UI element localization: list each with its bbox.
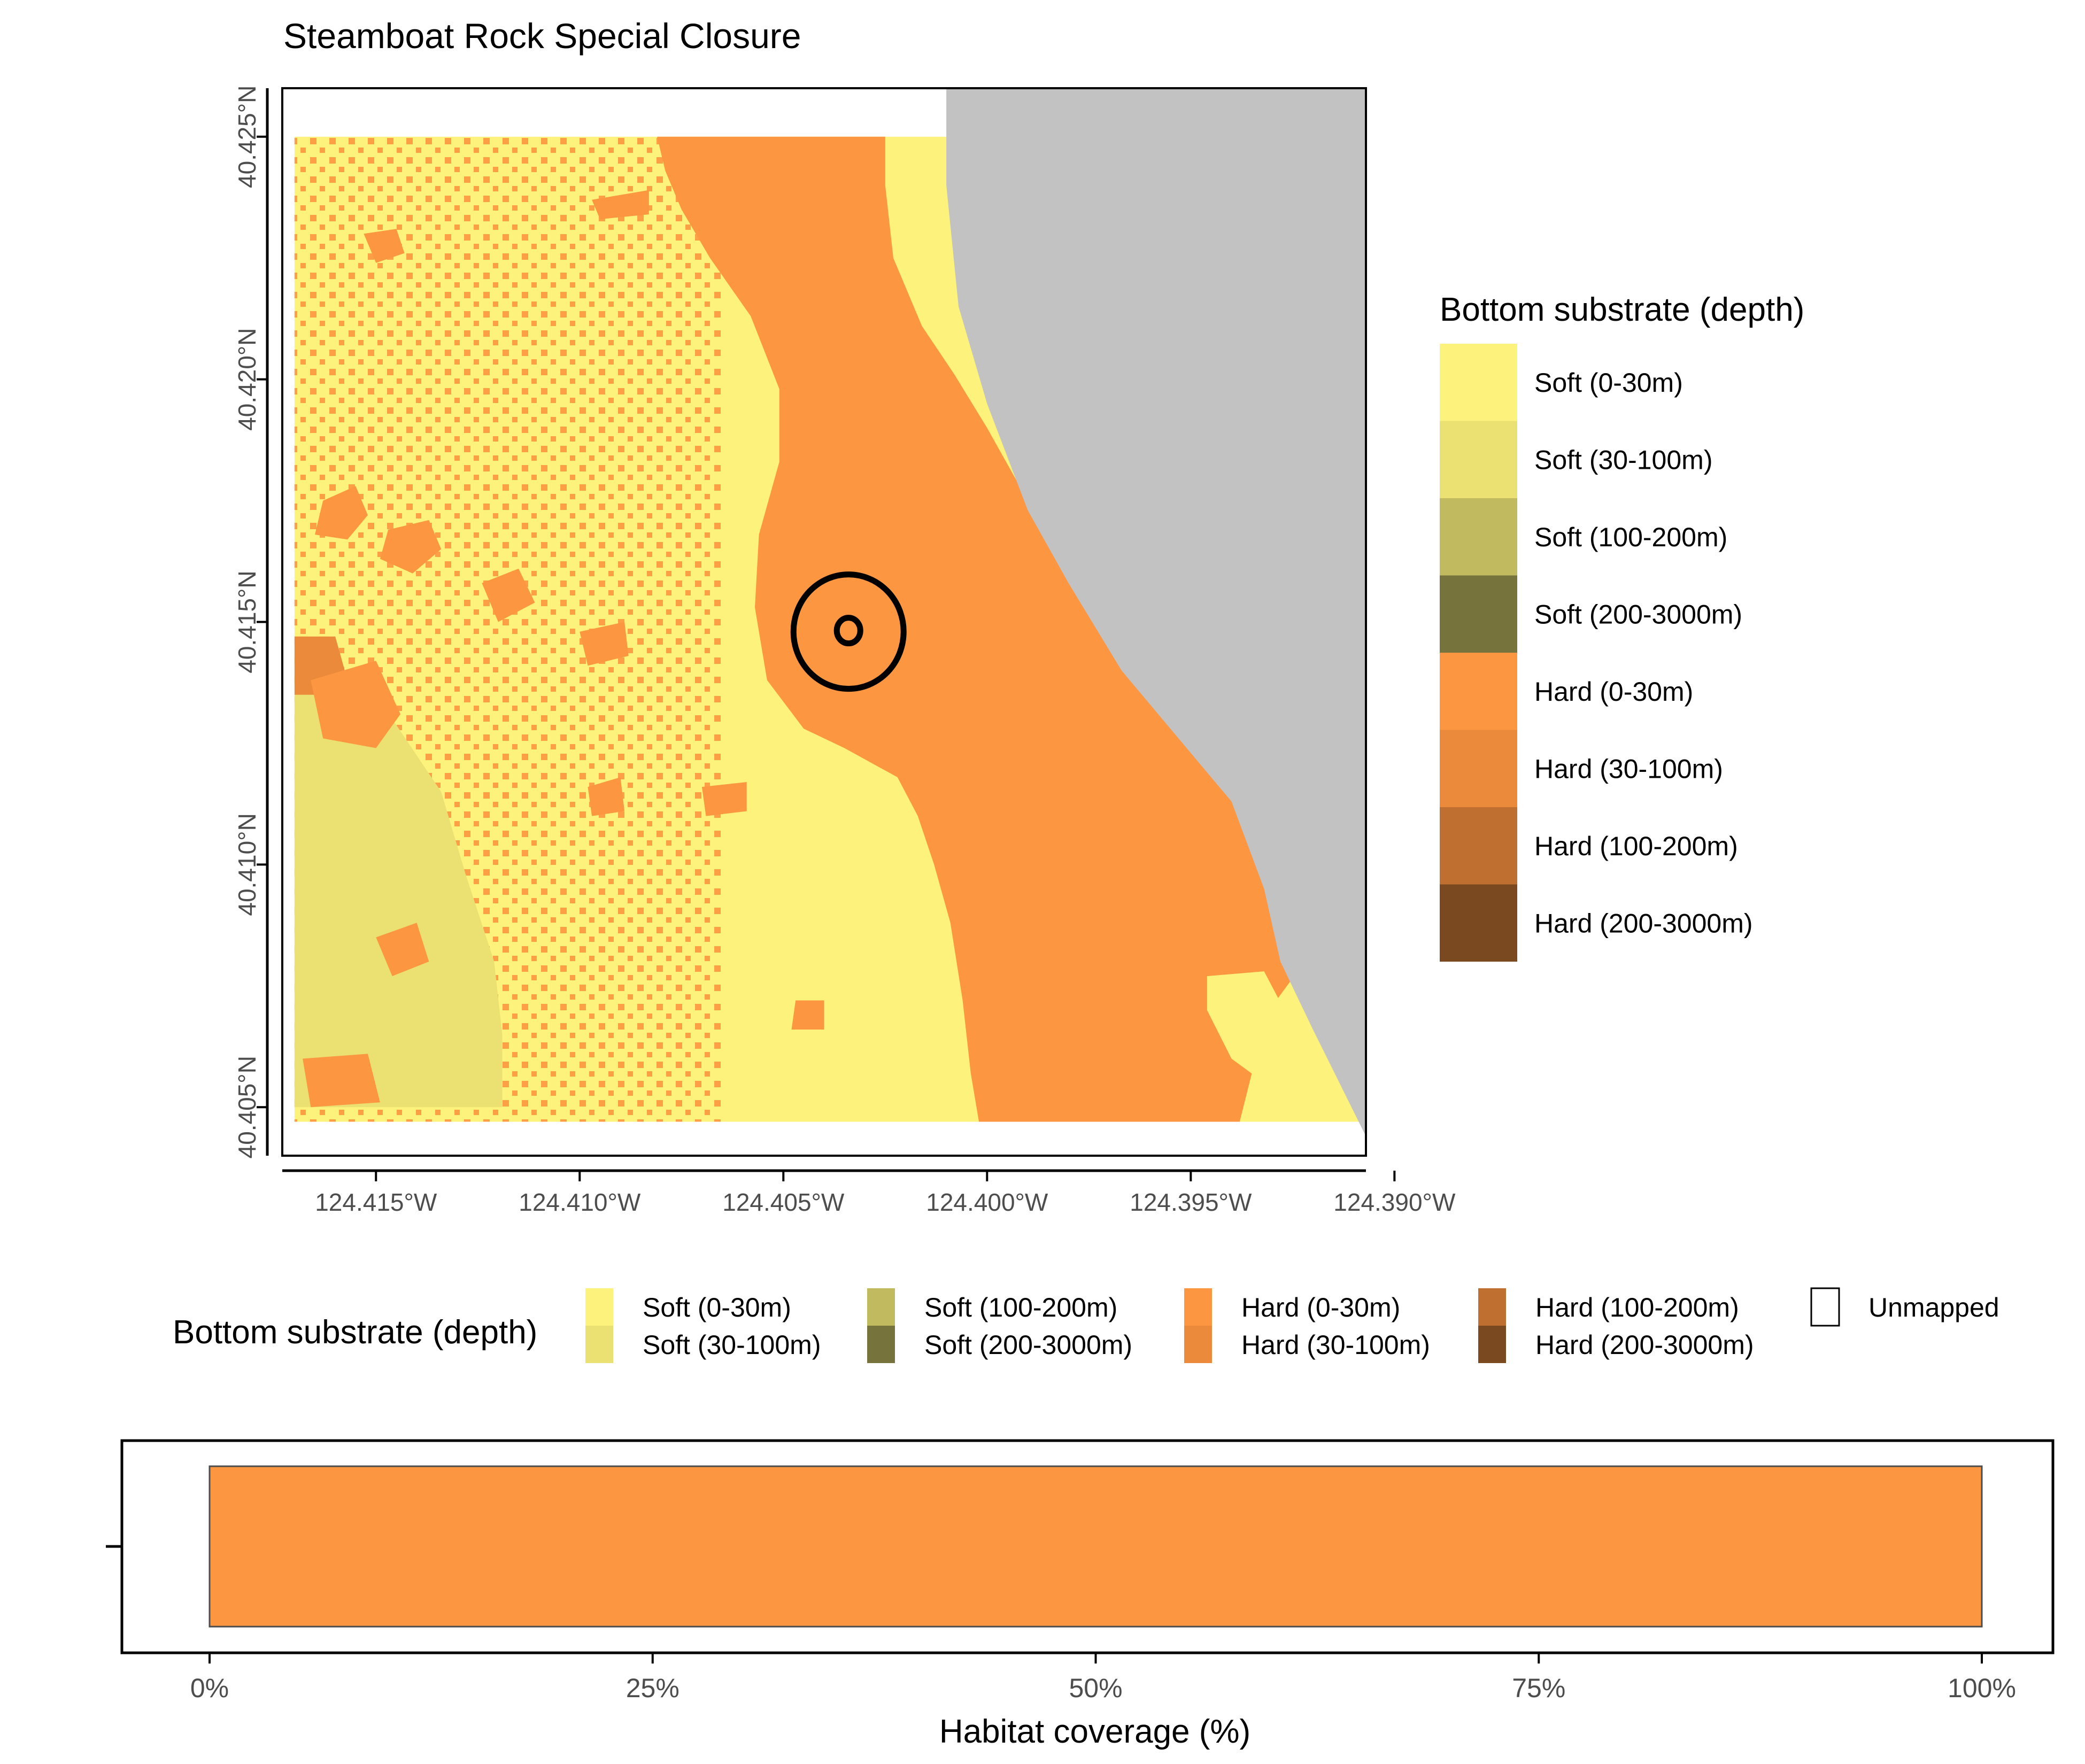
map-region-hard-0-30m-8 xyxy=(592,190,649,220)
coverage-bars xyxy=(208,1465,1983,1628)
map-x-tick-label: 124.395°W xyxy=(1130,1188,1252,1216)
map-y-axis: 40.425°N 40.420°N 40.415°N 40.410°N 40.405°N xyxy=(233,86,269,1158)
legend-bottom-swatch xyxy=(1478,1326,1506,1363)
legend-bottom-swatch xyxy=(867,1326,895,1363)
legend-bottom-label: Unmapped xyxy=(1868,1293,1999,1322)
legend-right-swatch xyxy=(1440,730,1517,807)
legend-right-swatch xyxy=(1440,807,1517,885)
map-region-hard-0-30m-10 xyxy=(580,622,629,666)
closure-boundary xyxy=(790,571,907,692)
map-region-hard-0-30m-5 xyxy=(380,520,442,574)
legend-right-swatch xyxy=(1440,421,1517,498)
legend-right-label: Soft (0-30m) xyxy=(1534,368,1683,398)
legend-right-swatch xyxy=(1440,344,1517,421)
map-region-soft-30-100m-0 xyxy=(294,694,503,1108)
map-title: Steamboat Rock Special Closure xyxy=(283,16,801,56)
legend-bottom-title: Bottom substrate (depth) xyxy=(173,1314,537,1351)
map-panel: 124.415°W 124.410°W 124.405°W 124.400°W 124.… xyxy=(233,86,1456,1216)
coverage-x-tick-label: 0% xyxy=(190,1673,229,1703)
legend-bottom-label: Hard (200-3000m) xyxy=(1535,1330,1754,1360)
map-region-hard-0-30m-7 xyxy=(364,229,405,263)
legend-right-items: Soft (0-30m) Soft (30-100m) Soft (100-200m… xyxy=(1440,344,1753,962)
map-region-hard-0-30m-13 xyxy=(376,923,429,977)
coverage-x-axis: 0% 25% 50% 75% 100% xyxy=(190,1653,2016,1703)
map-y-tick-label: 40.405°N xyxy=(233,1056,261,1158)
legend-right-swatch xyxy=(1440,575,1517,653)
map-region-hard-0-30m-4 xyxy=(315,486,368,540)
map-region-soft-0-30m-3 xyxy=(1207,971,1285,1098)
legend-bottom-label: Hard (0-30m) xyxy=(1241,1293,1400,1322)
legend-bottom-swatch xyxy=(1478,1288,1506,1326)
legend-bottom-label: Hard (30-100m) xyxy=(1241,1330,1430,1360)
legend-bottom-swatch xyxy=(1810,1287,1840,1327)
coverage-x-tick-label: 50% xyxy=(1069,1673,1122,1703)
legend-bottom-swatch xyxy=(1184,1326,1212,1363)
legend-bottom-label: Soft (200-3000m) xyxy=(924,1330,1132,1360)
map-region-hard-0-30m-11 xyxy=(588,777,625,816)
legend-bottom: Bottom substrate (depth) Soft (0-30m)Sof… xyxy=(173,1287,1999,1363)
coverage-bar xyxy=(208,1465,1983,1628)
map-region-hard-0-30m-15 xyxy=(303,1054,380,1108)
map-region-hard-0-30m-12 xyxy=(701,782,747,816)
legend-bottom-swatch xyxy=(1184,1288,1212,1326)
legend-right: Bottom substrate (depth) Soft (0-30m)Sof… xyxy=(1440,291,1804,962)
legend-right-swatch xyxy=(1440,884,1517,962)
map-x-tick-label: 124.415°W xyxy=(315,1188,437,1216)
map-x-tick-label: 124.400°W xyxy=(926,1188,1048,1216)
legend-bottom-label: Soft (0-30m) xyxy=(643,1293,791,1322)
closure-inner-ring xyxy=(833,615,863,647)
map-region-hard-0-30m-9 xyxy=(482,568,535,622)
map-x-tick-label: 124.405°W xyxy=(722,1188,845,1216)
legend-right-label: Soft (30-100m) xyxy=(1534,445,1712,475)
legend-bottom-label: Hard (100-200m) xyxy=(1535,1293,1739,1322)
legend-bottom-swatch xyxy=(585,1326,613,1363)
map-region-hard-0-30m-2 xyxy=(657,136,1305,1122)
legend-right-label: Hard (100-200m) xyxy=(1534,831,1738,861)
map-x-tick-label: 124.410°W xyxy=(519,1188,641,1216)
map-features xyxy=(294,88,1366,1136)
legend-right-label: Hard (30-100m) xyxy=(1534,754,1723,784)
map-region-hard-0-30m-6 xyxy=(311,661,400,748)
legend-bottom-label: Soft (30-100m) xyxy=(643,1330,821,1360)
map-y-tick-label: 40.415°N xyxy=(233,570,261,673)
legend-right-title: Bottom substrate (depth) xyxy=(1440,291,1804,328)
legend-right-label: Soft (100-200m) xyxy=(1534,522,1727,552)
legend-right-label: Hard (0-30m) xyxy=(1534,677,1693,707)
map-y-tick-label: 40.425°N xyxy=(233,86,261,188)
legend-right-label: Soft (200-3000m) xyxy=(1534,600,1742,630)
coverage-x-tick-label: 100% xyxy=(1948,1673,2016,1703)
map-x-axis: 124.415°W 124.410°W 124.405°W 124.400°W 124.… xyxy=(282,1169,1456,1216)
legend-bottom-label: Soft (100-200m) xyxy=(924,1293,1117,1322)
map-region-hard-0-30m-14 xyxy=(791,1000,824,1030)
map-x-tick-label: 124.390°W xyxy=(1333,1188,1456,1216)
legend-bottom-swatch xyxy=(867,1288,895,1326)
coverage-chart: 0% 25% 50% 75% 100% Habitat coverage (%) xyxy=(106,1439,2055,1750)
legend-bottom-items: Soft (0-30m) Soft (30-100m) Soft (100-200m… xyxy=(585,1287,1999,1363)
coverage-x-tick-label: 25% xyxy=(626,1673,679,1703)
map-region-land-16 xyxy=(946,88,1366,1136)
map-y-tick-label: 40.410°N xyxy=(233,813,261,916)
closure-outer-ring xyxy=(790,571,907,692)
coverage-x-label: Habitat coverage (%) xyxy=(939,1713,1250,1750)
map-raster xyxy=(294,88,1366,1136)
coverage-x-tick-label: 75% xyxy=(1512,1673,1565,1703)
legend-right-label: Hard (200-3000m) xyxy=(1534,909,1753,939)
legend-right-swatch xyxy=(1440,653,1517,730)
legend-right-swatch xyxy=(1440,498,1517,576)
map-y-tick-label: 40.420°N xyxy=(233,328,261,430)
map-frame xyxy=(281,87,1367,1157)
legend-bottom-swatch xyxy=(585,1288,613,1326)
